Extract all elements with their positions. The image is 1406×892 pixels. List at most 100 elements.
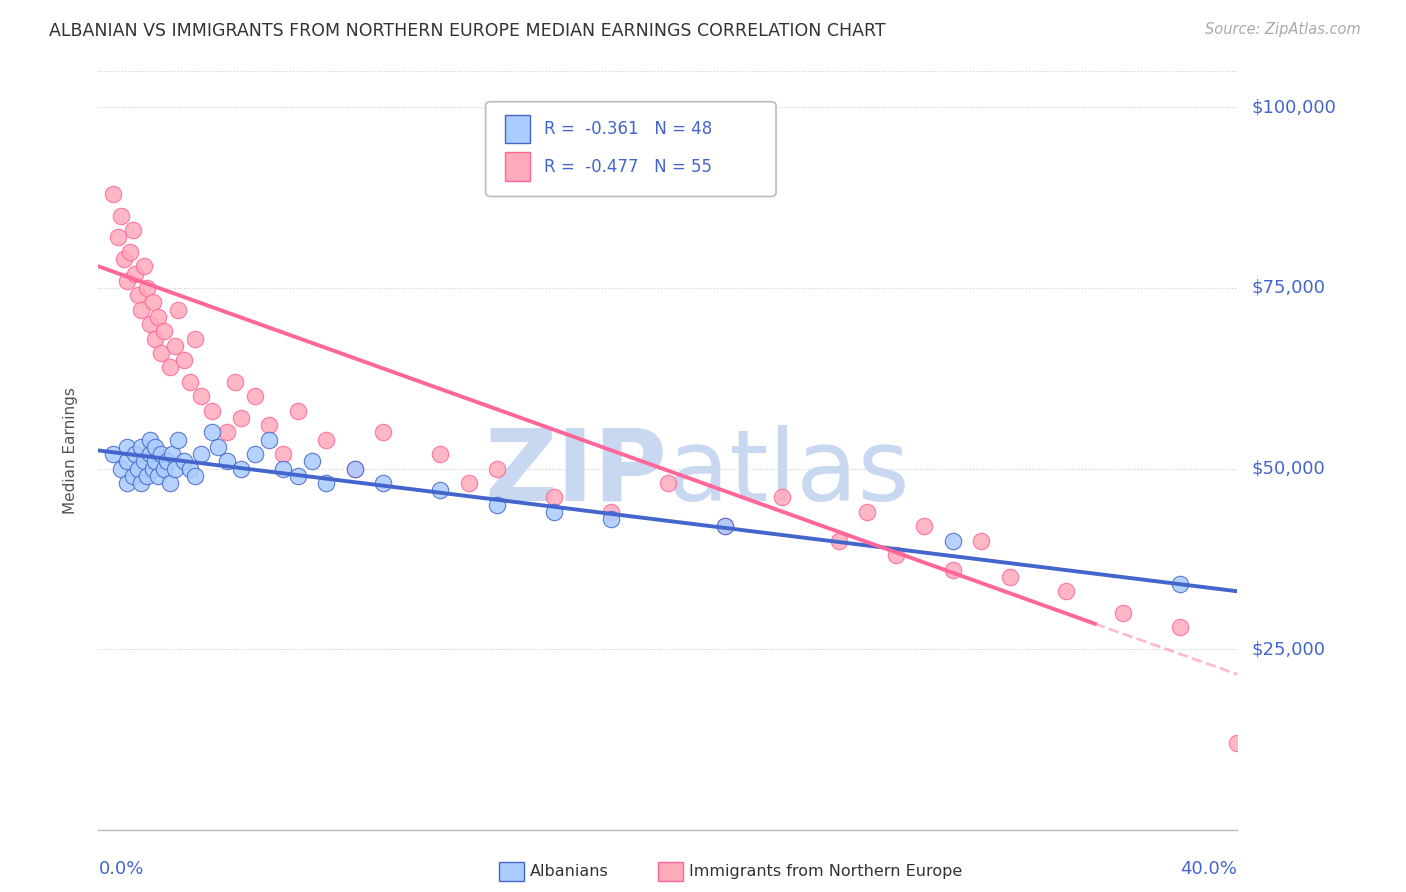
Point [273,461,295,475]
Point [145,440,167,454]
Point [101,187,124,202]
Point [141,295,163,310]
Point [1112,606,1135,620]
Point [486,461,509,475]
Point [138,447,160,461]
Y-axis label: Median Earnings: Median Earnings [63,387,77,514]
Point [457,475,479,490]
Point [129,475,152,490]
Point [184,468,207,483]
Point [828,533,851,548]
Point [315,433,337,447]
Point [1056,584,1078,599]
Point [159,475,181,490]
Point [287,403,309,417]
Point [259,433,281,447]
Point [543,505,565,519]
Text: $75,000: $75,000 [1251,279,1326,297]
Point [259,418,281,433]
Point [115,475,138,490]
Point [118,244,141,259]
Point [145,332,167,346]
Point [970,533,993,548]
Point [714,519,737,533]
FancyBboxPatch shape [505,153,530,181]
Text: Immigrants from Northern Europe: Immigrants from Northern Europe [689,864,962,879]
Point [373,425,395,440]
Point [173,353,195,368]
Point [190,447,212,461]
Point [856,505,879,519]
Point [190,389,212,403]
Point [429,483,451,498]
FancyBboxPatch shape [505,114,530,144]
Point [600,505,623,519]
Point [770,491,793,505]
Point [173,454,195,468]
Point [132,260,155,274]
Point [141,461,163,475]
Point [110,209,132,223]
Point [942,563,965,577]
Text: R =  -0.477   N = 55: R = -0.477 N = 55 [544,158,711,176]
Point [998,570,1021,584]
Point [179,375,201,389]
Point [184,332,207,346]
Text: R =  -0.361   N = 48: R = -0.361 N = 48 [544,120,711,138]
Point [215,454,238,468]
Point [600,512,623,526]
FancyBboxPatch shape [485,102,776,196]
Point [243,447,266,461]
Point [129,302,152,317]
Point [657,475,679,490]
Point [179,461,201,475]
Point [1226,736,1249,750]
Point [107,230,129,244]
Text: ALBANIAN VS IMMIGRANTS FROM NORTHERN EUROPE MEDIAN EARNINGS CORRELATION CHART: ALBANIAN VS IMMIGRANTS FROM NORTHERN EUR… [49,22,886,40]
Point [150,346,173,360]
Point [150,447,173,461]
Point [224,375,246,389]
Text: $50,000: $50,000 [1251,459,1324,477]
Point [112,252,135,266]
Point [215,425,238,440]
Point [101,447,124,461]
Point [129,440,152,454]
Point [201,403,224,417]
Point [884,548,907,562]
Point [287,468,309,483]
Point [165,461,187,475]
Point [153,461,176,475]
Point [167,302,190,317]
Text: Albanians: Albanians [530,864,609,879]
Point [229,411,252,425]
Point [343,461,366,475]
Point [714,519,737,533]
Point [124,447,146,461]
Text: $25,000: $25,000 [1251,640,1326,658]
Point [301,454,323,468]
Point [162,447,184,461]
Text: ZIP: ZIP [485,425,668,522]
Point [167,433,190,447]
Text: 0.0%: 0.0% [98,860,143,878]
Point [942,533,965,548]
Point [273,447,295,461]
Point [153,324,176,338]
Point [124,267,146,281]
Point [543,491,565,505]
Point [1170,620,1192,634]
Point [115,440,138,454]
Point [145,454,167,468]
Point [159,360,181,375]
Point [132,454,155,468]
Point [912,519,935,533]
Text: 40.0%: 40.0% [1181,860,1237,878]
Point [429,447,451,461]
Point [127,288,149,302]
Point [115,454,138,468]
Point [315,475,337,490]
Point [243,389,266,403]
Point [207,440,229,454]
Point [486,498,509,512]
